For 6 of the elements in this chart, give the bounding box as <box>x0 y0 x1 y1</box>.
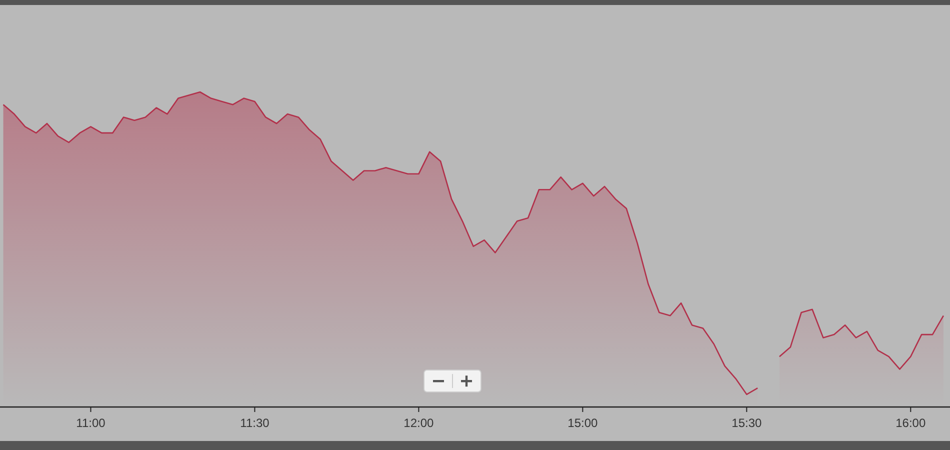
x-tick-label: 12:00 <box>404 416 434 430</box>
x-tick-label: 11:30 <box>240 416 270 430</box>
x-tick-label: 16:00 <box>896 416 926 430</box>
x-tick-label: 15:00 <box>568 416 598 430</box>
x-tick-label: 11:00 <box>76 416 106 430</box>
x-tick-label: 15:30 <box>732 416 762 430</box>
